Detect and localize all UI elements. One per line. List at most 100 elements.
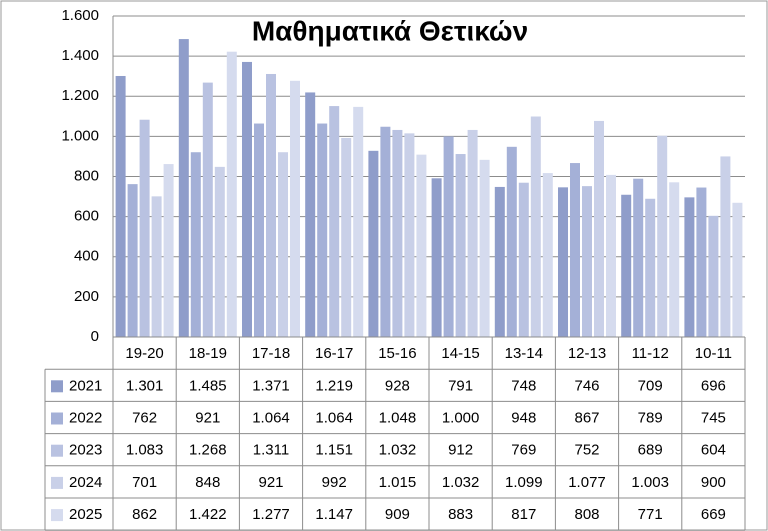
bar [558, 187, 568, 337]
table-cell: 992 [322, 474, 347, 491]
table-cell: 1.032 [442, 474, 480, 491]
table-cell: 791 [448, 377, 473, 394]
bar [669, 182, 680, 337]
table-cell: 1.064 [252, 409, 290, 426]
table-cell: 1.268 [189, 442, 227, 459]
chart-title: Μαθηματικά Θετικών [252, 15, 528, 46]
y-tick-label: 200 [74, 288, 99, 305]
bar [479, 159, 490, 337]
table-cell: 1.099 [505, 474, 543, 491]
table-cell: 921 [195, 409, 220, 426]
table-cell: 1.077 [568, 474, 606, 491]
bar [621, 194, 632, 337]
legend-swatch [51, 509, 63, 522]
bar [115, 75, 126, 337]
table-cell: 1.147 [315, 506, 353, 523]
x-tick-label: 16-17 [315, 345, 353, 362]
legend-swatch [51, 412, 63, 425]
bar [178, 39, 189, 338]
table-cell: 1.083 [126, 442, 164, 459]
y-tick-label: 600 [74, 208, 99, 225]
table-cell: 928 [385, 377, 410, 394]
x-tick-label: 11-12 [632, 345, 669, 362]
x-tick-label: 17-18 [252, 345, 290, 362]
bar [606, 174, 616, 337]
table-cell: 817 [511, 506, 536, 523]
table-cell: 752 [574, 442, 599, 459]
bar [645, 198, 656, 337]
bar [494, 186, 505, 337]
y-tick-label: 1.400 [61, 47, 99, 64]
bar [416, 154, 427, 337]
table-cell: 1.219 [315, 377, 353, 394]
y-tick-label: 0 [91, 328, 99, 345]
table-cell: 848 [195, 474, 220, 491]
x-tick-label: 10-11 [695, 345, 732, 362]
table-cell: 1.003 [631, 474, 669, 491]
bar [353, 106, 364, 338]
table-cell: 912 [448, 442, 473, 459]
table-cell: 1.422 [189, 506, 227, 523]
bar [278, 152, 288, 337]
legend-label: 2023 [69, 442, 102, 459]
bar [341, 137, 352, 337]
bar [455, 154, 466, 337]
table-cell: 1.000 [442, 409, 480, 426]
table-cell: 1.485 [189, 377, 227, 394]
table-cell: 1.048 [379, 409, 417, 426]
x-tick-label: 19-20 [125, 345, 163, 362]
table-cell: 1.015 [379, 474, 417, 491]
x-tick-label: 13-14 [505, 345, 543, 362]
bar [633, 178, 644, 337]
table-cell: 769 [511, 442, 536, 459]
table-cell: 900 [701, 474, 726, 491]
y-tick-label: 1.600 [61, 7, 99, 24]
bar [708, 215, 719, 337]
legend-swatch [51, 444, 63, 457]
bar [266, 73, 276, 337]
bar [443, 136, 454, 337]
table-cell: 1.311 [253, 442, 289, 459]
bar [392, 129, 403, 337]
y-tick-label: 800 [74, 167, 99, 184]
table-cell: 669 [701, 506, 726, 523]
y-tick-label: 1.200 [61, 87, 99, 104]
bar [329, 106, 340, 337]
bar [530, 116, 541, 337]
legend-label: 2025 [69, 506, 102, 523]
table-cell: 921 [258, 474, 283, 491]
table-cell: 746 [574, 377, 599, 394]
table-cell: 948 [511, 409, 536, 426]
legend-label: 2021 [69, 377, 102, 394]
table-cell: 762 [132, 409, 157, 426]
bar [431, 178, 442, 337]
table-cell: 1.371 [252, 377, 290, 394]
table-cell: 1.301 [126, 377, 164, 394]
bar [202, 82, 213, 337]
table-cell: 771 [638, 506, 663, 523]
x-tick-label: 15-16 [378, 345, 416, 362]
bar [720, 156, 731, 337]
table-cell: 867 [574, 409, 599, 426]
y-tick-label: 400 [74, 248, 99, 265]
bar [542, 173, 553, 337]
bar [506, 146, 517, 337]
legend-swatch [51, 380, 63, 393]
table-cell: 862 [132, 506, 157, 523]
legend-swatch [51, 476, 63, 489]
table-cell: 1.032 [379, 442, 417, 459]
table-cell: 696 [701, 377, 726, 394]
bar [684, 197, 695, 337]
bar [582, 186, 592, 337]
bar [226, 51, 237, 338]
bar [242, 61, 252, 338]
table-cell: 745 [701, 409, 726, 426]
bar [190, 152, 201, 337]
x-tick-label: 12-13 [568, 345, 606, 362]
bar [368, 150, 379, 337]
x-tick-label: 14-15 [441, 345, 479, 362]
bar [732, 202, 743, 337]
y-tick-label: 1.000 [61, 127, 99, 144]
bar [305, 92, 316, 337]
